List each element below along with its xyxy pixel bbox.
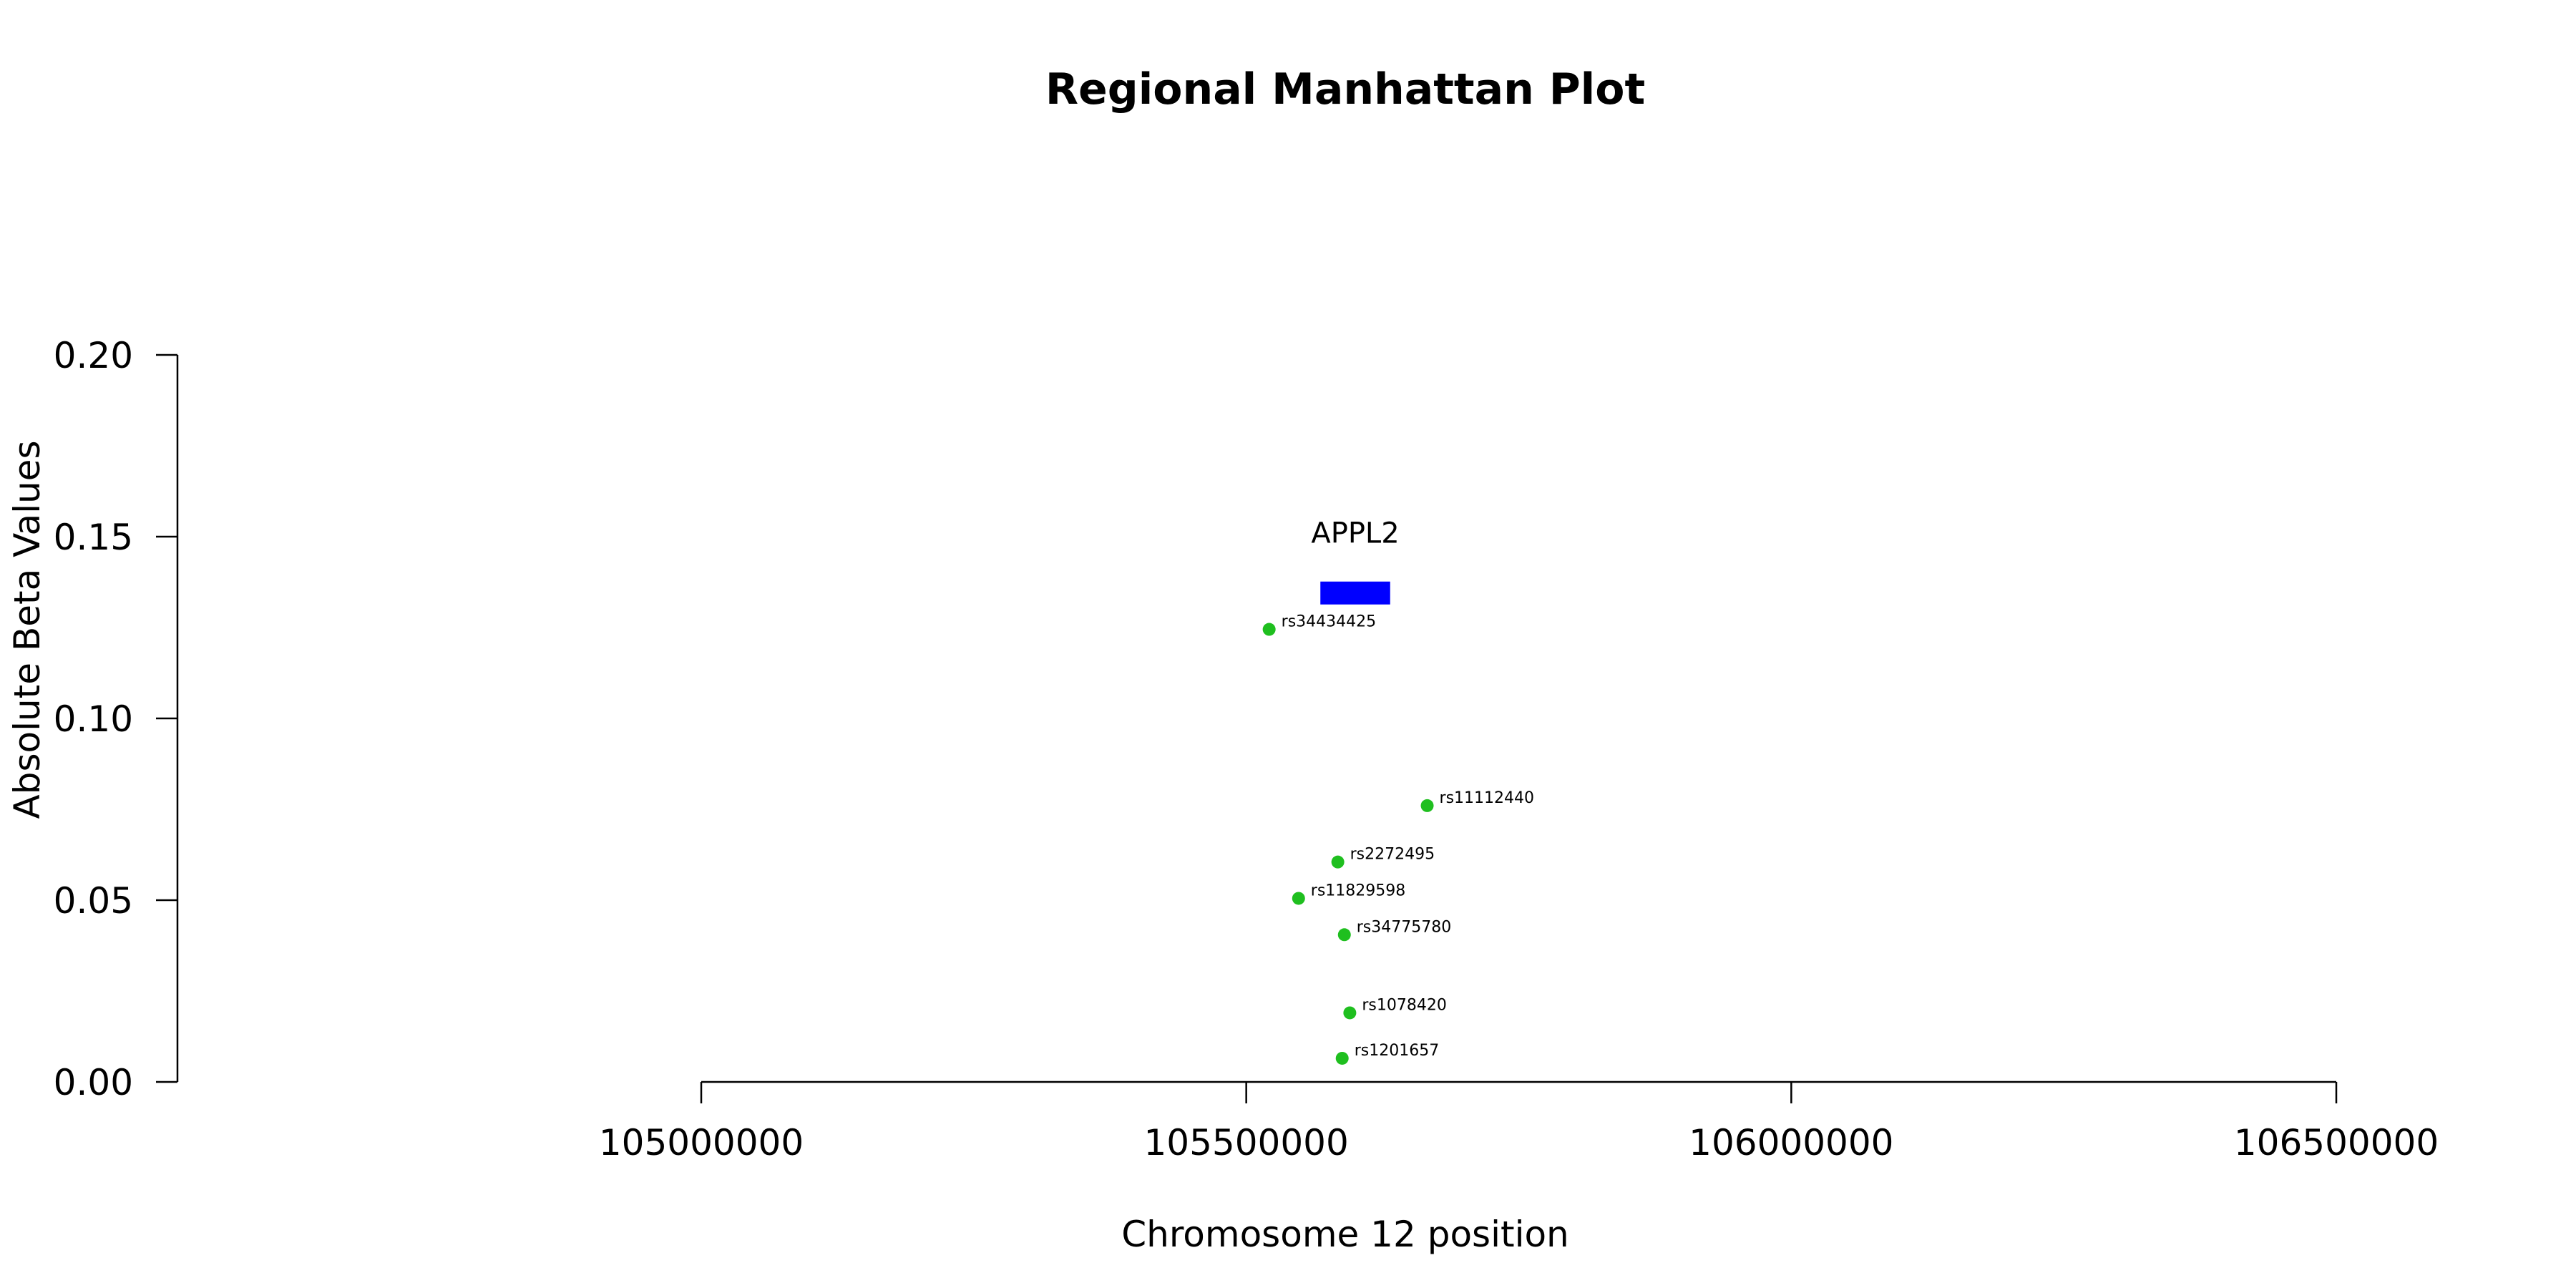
- gene-label: APPL2: [1311, 517, 1399, 550]
- snp-point: [1337, 928, 1351, 942]
- x-tick-label: 106500000: [2234, 1122, 2439, 1163]
- snp-point: [1292, 892, 1305, 905]
- snp-label: rs11112440: [1440, 789, 1534, 807]
- snp-points: rs34434425 rs11112440 rs2272495 rs11829598 r…: [1262, 613, 1534, 1065]
- snp-point: [1331, 855, 1345, 869]
- y-axis-ticks: 0.00 0.05 0.10 0.15 0.20: [54, 335, 177, 1103]
- snp-point: [1262, 623, 1276, 636]
- y-tick-label: 0.10: [54, 698, 133, 740]
- snp-label: rs34775780: [1357, 918, 1451, 936]
- y-tick-label: 0.20: [54, 335, 133, 376]
- x-tick-label: 105500000: [1144, 1122, 1349, 1163]
- snp-label: rs1201657: [1355, 1042, 1440, 1060]
- x-axis-label: Chromosome 12 position: [1121, 1214, 1569, 1255]
- x-axis-ticks: 105000000 105500000 106000000 106500000: [599, 1082, 2439, 1163]
- gene-bar: [1320, 581, 1390, 605]
- snp-point: [1343, 1006, 1357, 1020]
- y-axis-label: Absolute Beta Values: [6, 441, 48, 819]
- y-tick-label: 0.15: [54, 517, 133, 558]
- y-tick-label: 0.05: [54, 880, 133, 922]
- x-tick-label: 105000000: [599, 1122, 804, 1163]
- x-tick-label: 106000000: [1689, 1122, 1893, 1163]
- snp-label: rs1078420: [1362, 996, 1447, 1014]
- snp-label: rs11829598: [1311, 882, 1405, 899]
- snp-label: rs2272495: [1350, 846, 1435, 864]
- gene-track: APPL2: [1311, 517, 1400, 605]
- snp-point: [1420, 799, 1434, 812]
- snp-label: rs34434425: [1282, 613, 1376, 631]
- y-tick-label: 0.00: [54, 1062, 133, 1103]
- chart-title: Regional Manhattan Plot: [1045, 64, 1645, 114]
- snp-point: [1335, 1051, 1349, 1065]
